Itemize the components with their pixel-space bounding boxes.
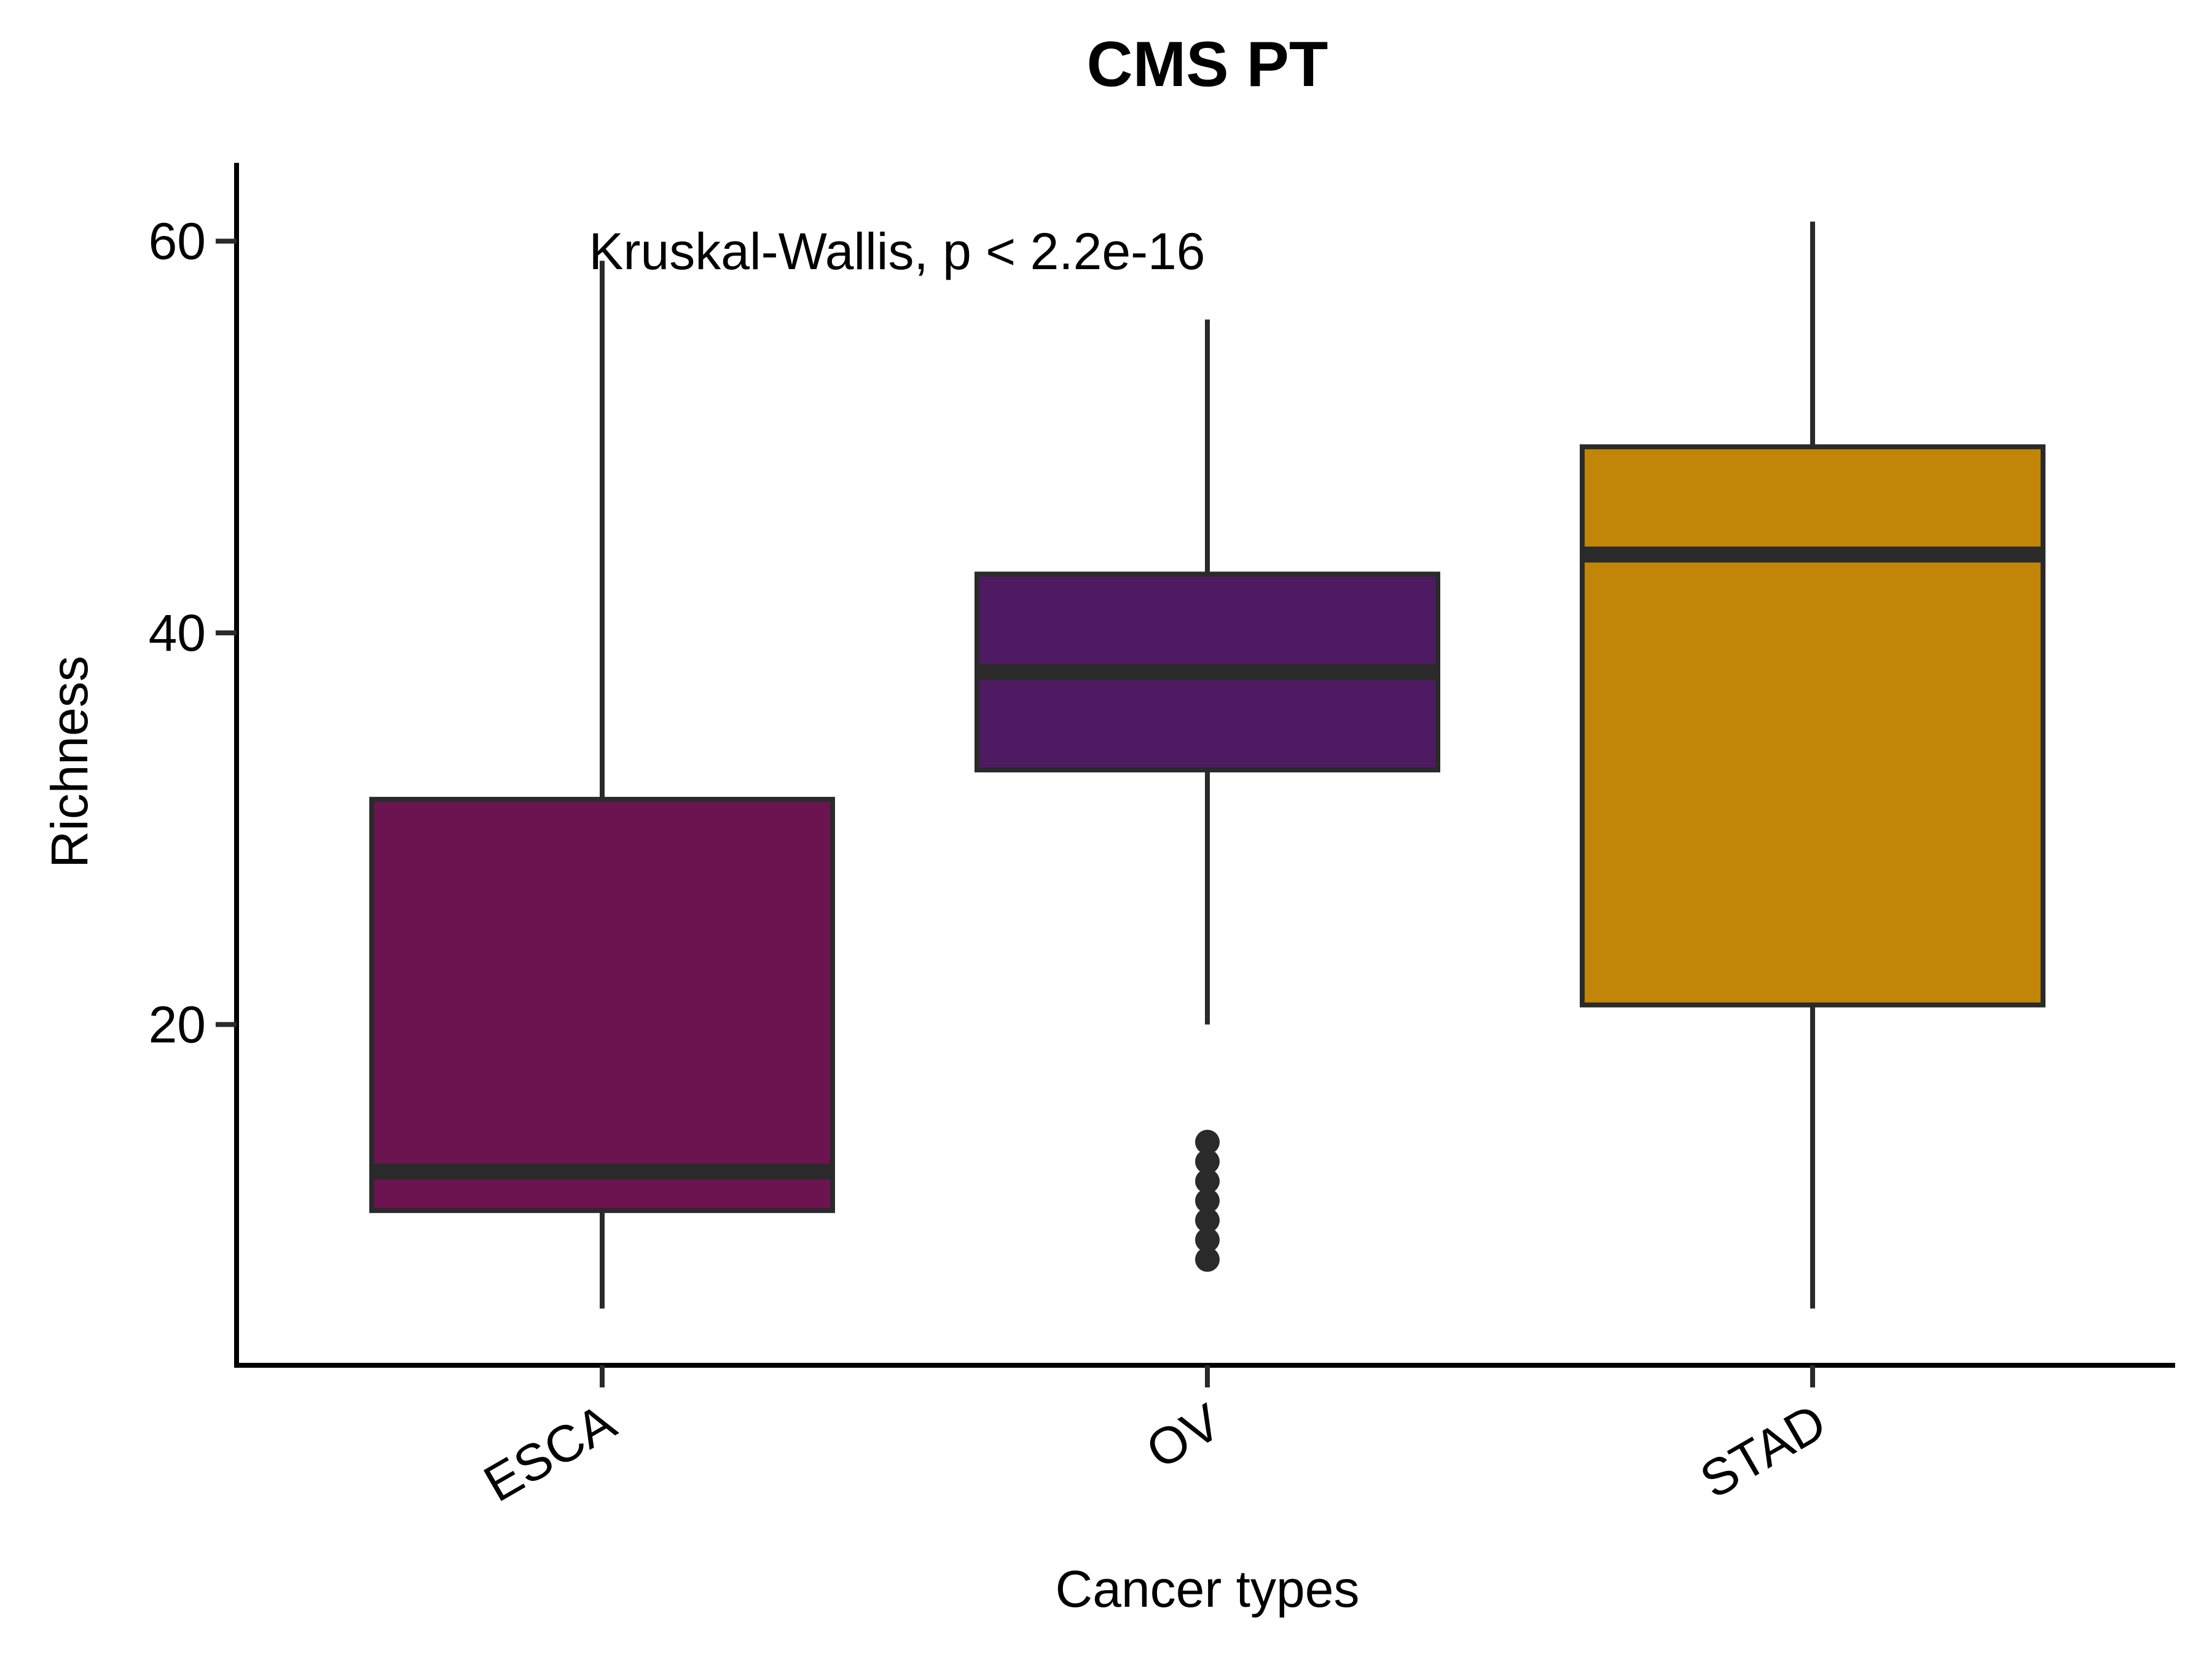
outlier-point <box>1195 1129 1220 1155</box>
x-tick-label: STAD <box>1690 1392 1835 1509</box>
outlier-point <box>1195 1188 1220 1214</box>
chart-title: CMS PT <box>1087 29 1328 100</box>
outlier-point <box>1195 1208 1220 1233</box>
y-tick-label: 20 <box>149 995 206 1053</box>
x-axis-title: Cancer types <box>1056 1560 1360 1618</box>
x-tick-label: OV <box>1137 1392 1230 1480</box>
x-tick-label: ESCA <box>474 1392 625 1513</box>
plot-area: 20 40 60 ESCA OV STAD <box>149 163 2175 1513</box>
outlier-point <box>1195 1247 1220 1272</box>
y-axis-title: Richness <box>41 656 98 868</box>
y-tick-label: 60 <box>149 212 206 270</box>
outlier-point <box>1195 1149 1220 1174</box>
y-tick-label: 40 <box>149 604 206 662</box>
test-annotation: Kruskal-Wallis, p < 2.2e-16 <box>589 222 1206 280</box>
outlier-point <box>1195 1228 1220 1253</box>
outlier-point <box>1195 1169 1220 1194</box>
box-esca <box>369 796 835 1214</box>
box-stad <box>1580 444 2045 1008</box>
